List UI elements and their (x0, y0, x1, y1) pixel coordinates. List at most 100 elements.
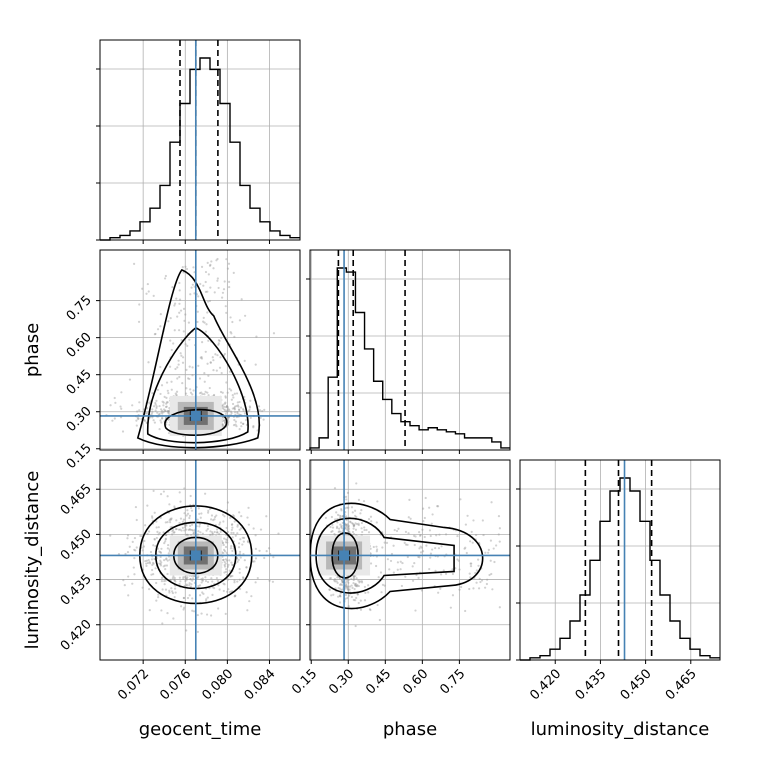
sample-point (199, 282, 202, 286)
sample-point (396, 561, 399, 564)
sample-point (152, 405, 156, 408)
sample-point (393, 528, 396, 532)
sample-point (188, 514, 192, 517)
sample-point (201, 393, 204, 396)
sample-point (390, 552, 394, 556)
sample-point (254, 363, 257, 366)
sample-point (233, 520, 236, 523)
sample-point (351, 522, 354, 525)
panel-bg (310, 250, 510, 450)
sample-point (491, 588, 494, 591)
sample-point (236, 525, 239, 528)
sample-point (210, 577, 213, 580)
sample-point (137, 320, 141, 323)
sample-point (406, 555, 409, 559)
sample-point (204, 350, 207, 353)
sample-point (344, 578, 347, 581)
sample-point (165, 401, 168, 404)
sample-point (233, 579, 236, 582)
sample-point (145, 562, 148, 565)
sample-point (223, 419, 226, 422)
sample-point (189, 293, 192, 296)
sample-point (498, 606, 501, 609)
sample-point (156, 530, 159, 533)
sample-point (231, 526, 234, 529)
sample-point (202, 316, 205, 320)
sample-point (328, 588, 331, 591)
sample-point (207, 374, 210, 377)
sample-point (111, 419, 114, 422)
sample-point (338, 527, 341, 530)
sample-point (138, 409, 141, 412)
sample-point (160, 384, 164, 387)
sample-point (198, 392, 202, 395)
sample-point (151, 561, 155, 564)
sample-point (242, 422, 245, 425)
sample-point (357, 522, 360, 525)
sample-point (331, 526, 335, 529)
sample-point (369, 608, 372, 612)
sample-point (254, 547, 258, 550)
sample-point (370, 520, 373, 523)
sample-point (226, 538, 229, 542)
sample-point (188, 528, 191, 531)
sample-point (164, 538, 167, 541)
sample-point (330, 594, 333, 597)
sample-point (184, 392, 188, 395)
sample-point (498, 540, 501, 543)
sample-point (205, 598, 208, 601)
sample-point (172, 617, 175, 620)
sample-point (237, 408, 241, 411)
sample-point (254, 557, 258, 560)
sample-point (133, 557, 136, 560)
x-tick-label: 0.30 (326, 666, 357, 697)
sample-point (171, 577, 174, 580)
sample-point (161, 622, 164, 625)
sample-point (255, 335, 258, 338)
sample-point (206, 525, 210, 528)
sample-point (226, 509, 229, 512)
sample-point (224, 545, 228, 549)
sample-point (182, 596, 185, 600)
sample-point (226, 541, 229, 544)
sample-point (222, 403, 225, 406)
sample-point (413, 543, 416, 547)
sample-point (229, 410, 233, 413)
sample-point (206, 580, 210, 584)
sample-point (166, 410, 169, 413)
sample-point (174, 580, 177, 583)
sample-point (160, 421, 163, 424)
sample-point (196, 518, 199, 521)
sample-point (345, 524, 348, 527)
sample-point (155, 526, 158, 529)
sample-point (222, 589, 225, 593)
sample-point (208, 507, 212, 511)
sample-point (375, 548, 379, 551)
sample-point (128, 545, 131, 548)
sample-point (217, 607, 220, 610)
sample-point (171, 591, 175, 595)
sample-point (159, 408, 163, 411)
sample-point (369, 562, 373, 565)
sample-point (223, 565, 227, 568)
sample-point (154, 544, 157, 548)
sample-point (485, 582, 488, 586)
sample-point (469, 576, 472, 579)
sample-point (220, 371, 223, 375)
x-tick-label: 0.60 (400, 666, 431, 697)
sample-point (231, 574, 234, 578)
sample-point (167, 418, 170, 421)
sample-point (188, 516, 191, 520)
sample-point (484, 551, 487, 554)
sample-point (165, 533, 168, 537)
sample-point (248, 600, 251, 603)
sample-point (238, 427, 241, 431)
sample-point (464, 523, 467, 526)
sample-point (336, 576, 339, 579)
sample-point (157, 595, 160, 599)
sample-point (344, 593, 348, 597)
sample-point (127, 594, 130, 597)
sample-point (407, 516, 410, 519)
sample-point (163, 564, 167, 567)
xlabel-geocent-time: geocent_time (139, 719, 262, 740)
